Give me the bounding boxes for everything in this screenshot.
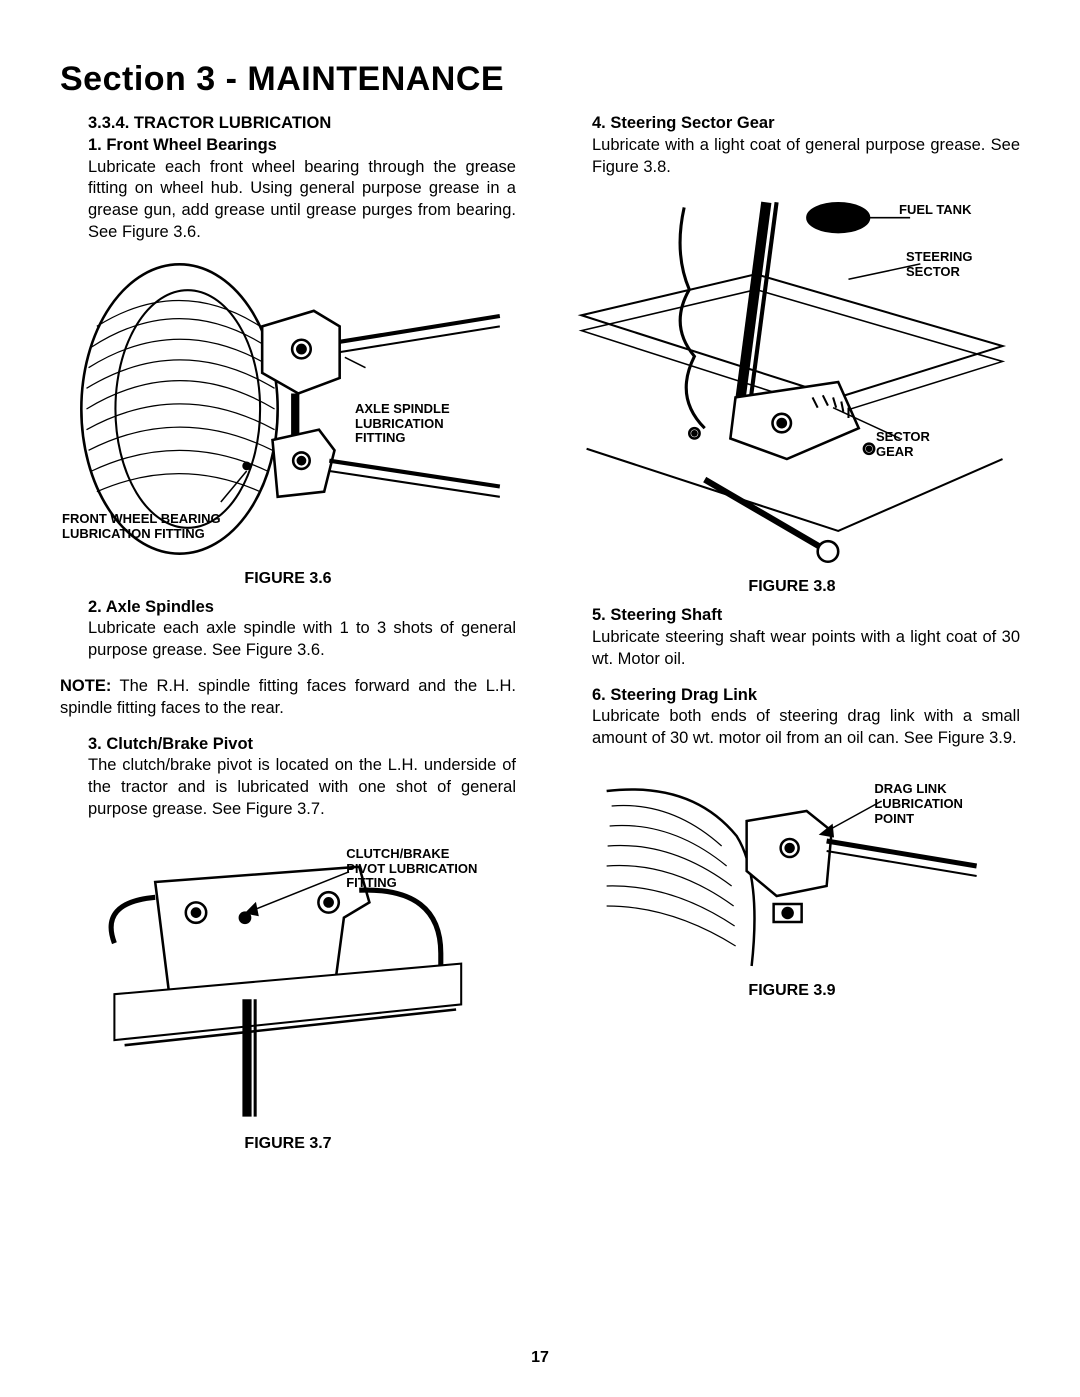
right-column: 4. Steering Sector Gear Lubricate with a…: [564, 113, 1020, 1162]
label-sector-gear: SECTOR GEAR: [876, 430, 956, 460]
section-head-334: 3.3.4. TRACTOR LUBRICATION: [60, 113, 516, 135]
note-label: NOTE:: [60, 677, 111, 695]
item-5-body: Lubricate steering shaft wear points wit…: [564, 627, 1020, 671]
item-1-body: Lubricate each front wheel bearing throu…: [60, 157, 516, 244]
figure-3-9-caption: FIGURE 3.9: [564, 980, 1020, 1001]
item-2-head: 2. Axle Spindles: [60, 597, 516, 619]
figure-3-8-caption: FIGURE 3.8: [564, 576, 1020, 597]
note-body: The R.H. spindle fitting faces forward a…: [60, 677, 516, 717]
figure-3-6-caption: FIGURE 3.6: [60, 568, 516, 589]
figure-3-7: CLUTCH/BRAKE PIVOT LUBRICATION FITTING F…: [60, 839, 516, 1154]
label-clutch-brake: CLUTCH/BRAKE PIVOT LUBRICATION FITTING: [346, 847, 481, 892]
item-2-body: Lubricate each axle spindle with 1 to 3 …: [60, 618, 516, 662]
item-6-head: 6. Steering Drag Link: [564, 685, 1020, 707]
item-4-head: 4. Steering Sector Gear: [564, 113, 1020, 135]
item-3-body: The clutch/brake pivot is located on the…: [60, 755, 516, 820]
item-4-body: Lubricate with a light coat of general p…: [564, 135, 1020, 179]
item-1-head: 1. Front Wheel Bearings: [60, 135, 516, 157]
note-line: NOTE: The R.H. spindle fitting faces for…: [60, 676, 516, 720]
page-number: 17: [0, 1349, 1080, 1367]
left-column: 3.3.4. TRACTOR LUBRICATION 1. Front Whee…: [60, 113, 516, 1162]
figure-3-7-caption: FIGURE 3.7: [60, 1133, 516, 1154]
figure-3-8: FUEL TANK STEERING SECTOR SECTOR GEAR FI…: [564, 192, 1020, 597]
label-fuel-tank: FUEL TANK: [899, 203, 971, 218]
label-axle-spindle: AXLE SPINDLE LUBRICATION FITTING: [355, 402, 485, 447]
item-6-body: Lubricate both ends of steering drag lin…: [564, 706, 1020, 750]
page-title: Section 3 - MAINTENANCE: [60, 60, 1020, 99]
figure-3-6: AXLE SPINDLE LUBRICATION FITTING FRONT W…: [60, 254, 516, 589]
label-front-wheel: FRONT WHEEL BEARING LUBRICATION FITTING: [62, 512, 242, 542]
label-drag-link: DRAG LINK LUBRICATION POINT: [874, 782, 984, 827]
item-5-head: 5. Steering Shaft: [564, 605, 1020, 627]
two-column-layout: 3.3.4. TRACTOR LUBRICATION 1. Front Whee…: [60, 113, 1020, 1162]
figure-3-9: DRAG LINK LUBRICATION POINT FIGURE 3.9: [564, 776, 1020, 1001]
item-3-head: 3. Clutch/Brake Pivot: [60, 734, 516, 756]
label-steering-sector: STEERING SECTOR: [906, 250, 991, 280]
